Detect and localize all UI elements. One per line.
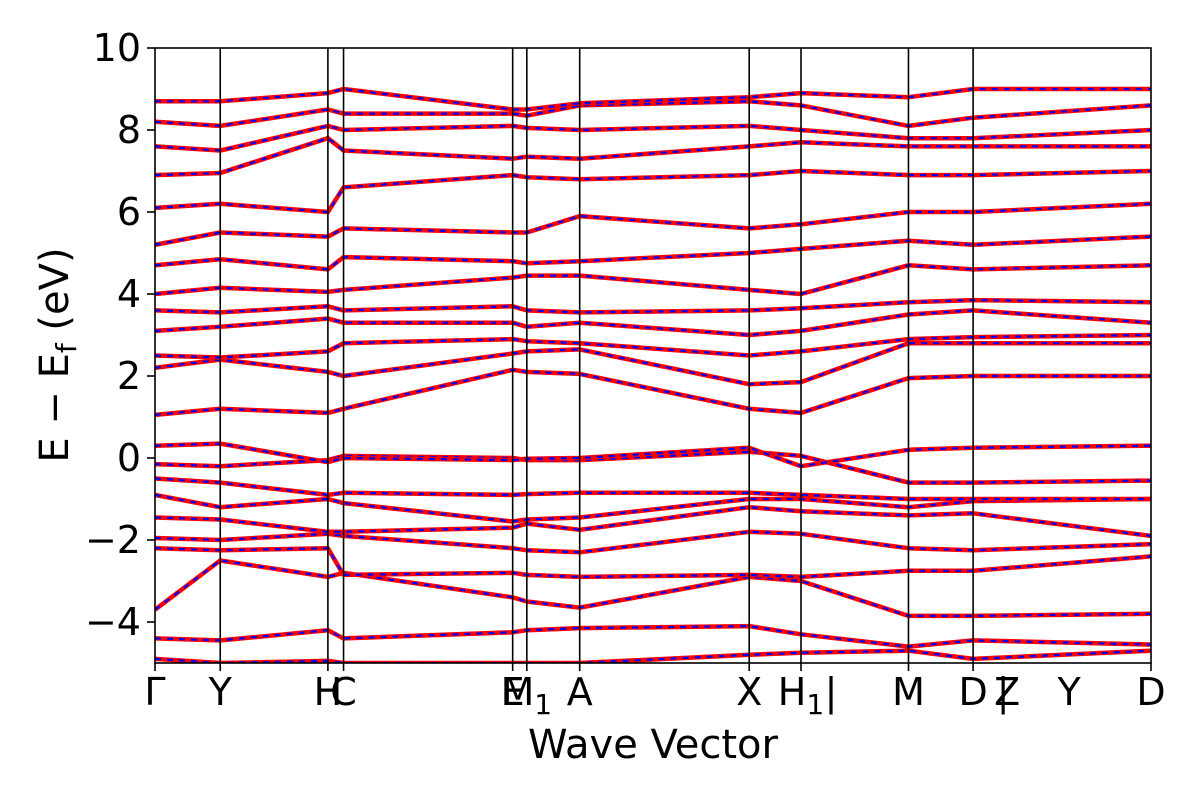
band-4-model [155,530,1151,554]
band-18-model [155,169,1151,214]
band-7-model [155,477,1151,501]
band-19-dft [155,135,1151,178]
x-ticks: Γ Y HC EM1 A X H1 | M D | DZ Y [144,663,1166,721]
band-21-dft [155,99,1151,129]
band-6-model [155,493,1151,523]
x-tick-label-6: A [567,670,593,714]
x-tick-label-10: D [958,670,987,714]
y-tick-label-2: 0 [117,436,141,480]
y-tick-label-0: −4 [85,600,141,644]
y-tick-label-7: 10 [93,26,141,70]
plot-frame [154,47,1152,664]
y-tick-label-3: 2 [117,354,141,398]
band-12-model [155,333,1151,359]
band-22-model [155,87,1151,111]
y-tick-label-5: 6 [117,190,141,234]
x-tick-label-3: C [330,670,357,714]
band-20-model [155,124,1151,152]
band-2-model [155,559,1151,617]
band-22-dft [155,86,1151,112]
x-tick-label-9: M [892,670,925,714]
band-17-model [155,202,1151,246]
band-lines [155,86,1151,663]
band-19-model [155,137,1151,177]
x-tick-label-11: D [1136,670,1165,714]
x-tick-separator-8: | [825,670,838,715]
x-tick-label-extra-1: Y [1057,670,1082,714]
band-3-model [155,547,1151,578]
x-tick-label-2: H [314,670,343,714]
band-16-model [155,235,1151,271]
x-tick-label-8: H1 [778,670,824,721]
y-tick-label-4: 4 [117,272,141,316]
band-10-dft [155,367,1151,418]
x-tick-label-0: Γ [144,670,165,714]
y-axis-label-main: E − E [32,353,78,463]
band-11-model [155,342,1151,386]
band-21-model [155,100,1151,127]
kpoint-dividers [219,48,974,663]
band-1-model [155,625,1151,648]
x-axis-label: Wave Vector [528,722,779,768]
x-tick-separator-10: | [997,670,1010,715]
band-14-model [155,299,1151,314]
y-tick-label-6: 8 [117,108,141,152]
x-tick-label-5: M1 [501,670,552,721]
band-16-dft [155,234,1151,272]
band-12-dft [155,332,1151,360]
band-13-model [155,309,1151,337]
y-ticks: −4 −2 0 2 4 6 8 10 [85,26,155,644]
band-18-dft [155,168,1151,215]
y-axis-label-unit: (eV) [32,247,78,343]
x-tick-label-extra-0: Z [994,670,1020,714]
band-15-model [155,264,1151,296]
x-tick-label-4: E [501,670,525,714]
band-13-dft [155,308,1151,338]
x-tick-label-1: Y [208,670,233,714]
band-5-model [155,506,1151,537]
band-9-model [155,442,1151,468]
band-0-dft [155,648,1151,663]
band-1-dft [155,623,1151,649]
x-tick-label-7: X [736,670,762,714]
y-axis-label-sub: f [50,342,83,353]
y-axis-label: E − Ef (eV) [32,247,83,462]
y-tick-label-1: −2 [85,518,141,562]
